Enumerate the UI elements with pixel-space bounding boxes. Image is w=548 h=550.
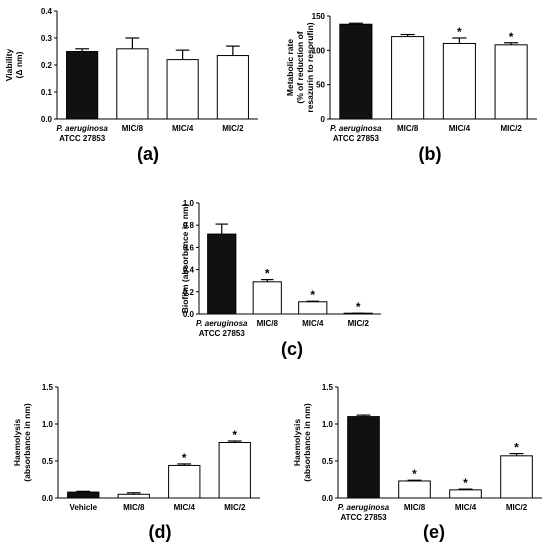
bar [166, 59, 199, 120]
x-category-label: P. aeruginosa [330, 124, 382, 133]
panel-label: (a) [137, 144, 159, 164]
significance-star: * [514, 441, 519, 455]
x-category-label: Vehicle [69, 503, 97, 512]
bar [218, 442, 251, 499]
significance-star: * [457, 25, 462, 39]
significance-star: * [182, 451, 187, 465]
y-tick-label: 0.5 [322, 457, 334, 466]
x-category-label: MIC/8 [123, 503, 145, 512]
y-tick-label: 0.5 [42, 457, 54, 466]
bar [216, 55, 249, 120]
y-axis-label: (absorbance in nm) [302, 403, 312, 482]
bar [168, 464, 201, 499]
y-tick-label: 1.0 [42, 420, 54, 429]
y-axis-label: Viability [4, 49, 14, 82]
y-tick-label: 0.2 [183, 288, 195, 297]
y-tick-label: 0.8 [183, 221, 195, 230]
panel-label: (e) [423, 522, 445, 542]
y-tick-label: 100 [312, 46, 326, 55]
y-tick-label: 1.5 [42, 383, 54, 392]
x-category-label: MIC/8 [397, 124, 419, 133]
x-category-label: MIC/8 [257, 319, 279, 328]
bar [494, 44, 528, 120]
significance-star: * [463, 476, 468, 490]
x-category-label: ATCC 27853 [59, 134, 106, 143]
panel-a: 0.0 0.1 0.2 0.3 0.4 Viability (Δ nm) P. aerugin… [4, 7, 258, 164]
x-category-label: MIC/8 [404, 503, 426, 512]
bar [449, 489, 482, 499]
y-tick-label: 0.1 [41, 88, 53, 97]
y-axis-label: Metabolic rate [285, 39, 295, 96]
significance-star: * [509, 30, 514, 44]
y-axis-label: (Δ nm) [14, 51, 24, 78]
bar [117, 493, 150, 499]
y-tick-label: 0.4 [183, 266, 195, 275]
significance-star: * [356, 300, 361, 314]
x-category-label: ATCC 27853 [340, 513, 387, 522]
panel-e: 0.0 0.5 1.0 1.5 Haemolysis (absorbance in nm)… [292, 383, 542, 542]
bar [252, 281, 282, 315]
y-tick-label: 150 [312, 12, 326, 21]
x-category-label: ATCC 27853 [333, 134, 380, 143]
y-tick-label: 0.0 [322, 494, 334, 503]
y-tick-label: 0.2 [41, 61, 53, 70]
y-tick-label: 0.0 [41, 115, 53, 124]
panel-label: (b) [419, 144, 442, 164]
y-tick-label: 1.5 [322, 383, 334, 392]
significance-star: * [412, 467, 417, 481]
bar [298, 301, 328, 315]
y-tick-label: 0.4 [41, 7, 53, 16]
bar [66, 51, 99, 120]
y-tick-label: 1.0 [183, 199, 195, 208]
bar [116, 48, 149, 120]
x-category-label: MIC/2 [222, 124, 244, 133]
x-category-label: MIC/4 [174, 503, 196, 512]
y-axis-label: (absorbance in nm) [22, 403, 32, 482]
panel-b: 0 50 100 150 Metabolic rate (% of reduction o… [285, 12, 537, 164]
x-category-label: ATCC 27853 [199, 329, 246, 338]
x-category-label: MIC/2 [224, 503, 246, 512]
x-category-label: MIC/2 [348, 319, 370, 328]
y-tick-label: 0.0 [42, 494, 54, 503]
bar [500, 455, 533, 499]
x-category-label: MIC/4 [172, 124, 194, 133]
y-axis-label: Haemolysis [12, 419, 22, 467]
x-category-label: MIC/2 [506, 503, 528, 512]
significance-star: * [232, 428, 237, 442]
x-category-label: P. aeruginosa [338, 503, 390, 512]
y-axis-label: (% of reduction of [295, 31, 305, 103]
y-tick-label: 0.0 [183, 310, 195, 319]
y-tick-label: 0.3 [41, 34, 53, 43]
x-category-label: MIC/8 [122, 124, 144, 133]
bar [442, 42, 476, 120]
panel-d: 0.0 0.5 1.0 1.5 Haemolysis (absorbance in nm)… [12, 383, 260, 542]
significance-star: * [310, 288, 315, 302]
y-axis-label: Haemolysis [292, 419, 302, 467]
x-category-label: MIC/4 [302, 319, 324, 328]
panel-label: (c) [281, 339, 303, 359]
significance-star: * [265, 267, 270, 281]
y-tick-label: 1.0 [322, 420, 334, 429]
bar [347, 416, 380, 499]
bar [398, 480, 431, 499]
bar [207, 233, 237, 315]
bar [339, 23, 373, 120]
y-tick-label: 0.6 [183, 243, 195, 252]
x-category-label: MIC/4 [449, 124, 471, 133]
x-category-label: MIC/4 [455, 503, 477, 512]
y-tick-label: 0 [321, 115, 326, 124]
x-category-label: MIC/2 [500, 124, 522, 133]
bar [67, 491, 100, 499]
y-tick-label: 50 [316, 81, 325, 90]
y-axis-label: resazurin to resorufin) [305, 22, 315, 112]
x-category-label: P. aeruginosa [196, 319, 248, 328]
bar [391, 36, 425, 120]
x-category-label: P. aeruginosa [56, 124, 108, 133]
panel-label: (d) [149, 522, 172, 542]
y-axis-label: Biofilm (absorbance in nm) [180, 204, 190, 314]
